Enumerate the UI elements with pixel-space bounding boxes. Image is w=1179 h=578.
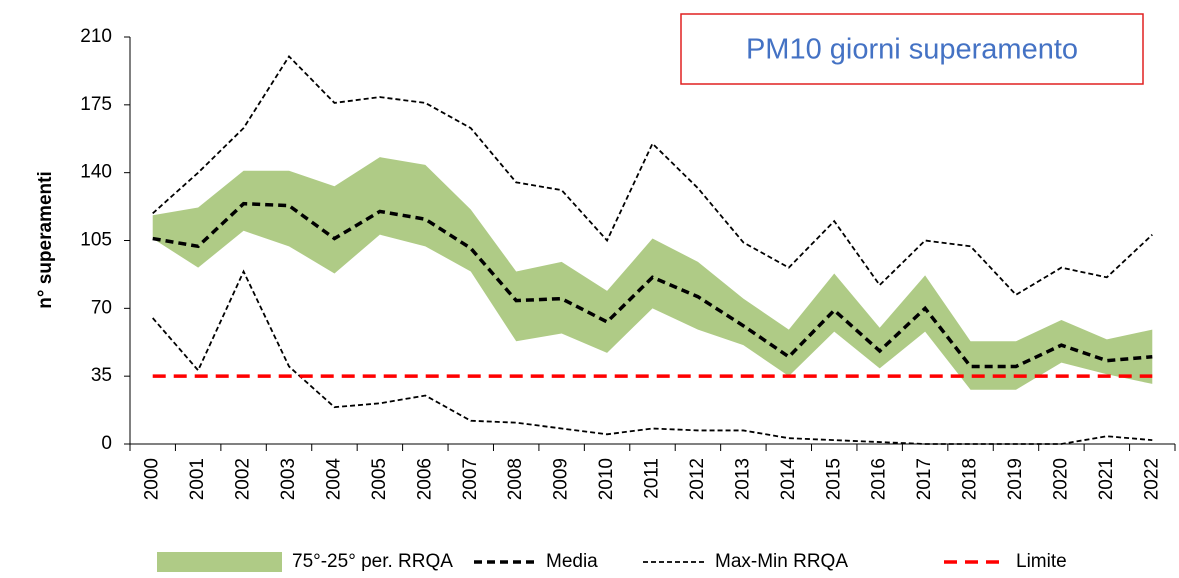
title-box bbox=[680, 13, 1144, 85]
x-tick-label: 2018 bbox=[960, 458, 981, 500]
chart-title: PM10 giorni superamento bbox=[746, 34, 1078, 66]
legend-label: Media bbox=[546, 551, 598, 572]
x-tick-label: 2012 bbox=[687, 458, 708, 500]
y-tick-label: 70 bbox=[91, 297, 112, 318]
x-tick-label: 2002 bbox=[233, 458, 254, 500]
y-tick-label: 210 bbox=[80, 26, 112, 47]
x-tick-label: 2011 bbox=[642, 458, 663, 499]
x-tick-label: 2010 bbox=[596, 458, 617, 500]
series-line bbox=[152, 54, 1153, 296]
x-tick-label: 2020 bbox=[1050, 458, 1071, 500]
series-line bbox=[152, 201, 1153, 369]
x-tick-label: 2008 bbox=[505, 458, 526, 500]
y-tick-label: 0 bbox=[101, 433, 112, 454]
x-tick-label: 2019 bbox=[1005, 458, 1026, 500]
band-area bbox=[152, 157, 1153, 390]
y-tick-label: 140 bbox=[80, 162, 112, 183]
x-tick-label: 2003 bbox=[278, 458, 299, 500]
y-tick-label: 35 bbox=[91, 365, 112, 386]
x-tick-label: 2006 bbox=[414, 458, 435, 500]
x-tick-label: 2005 bbox=[369, 458, 390, 500]
y-axis-title: n° superamenti bbox=[35, 171, 56, 308]
legend-label: Max-Min RRQA bbox=[715, 551, 848, 572]
x-tick-label: 2016 bbox=[869, 458, 890, 500]
x-tick-label: 2021 bbox=[1096, 458, 1117, 500]
x-tick-label: 2009 bbox=[551, 458, 572, 500]
x-tick-label: 2017 bbox=[914, 458, 935, 500]
x-tick-label: 2015 bbox=[823, 458, 844, 500]
x-tick-label: 2000 bbox=[142, 458, 163, 500]
x-tick-label: 2001 bbox=[187, 458, 208, 500]
legend-label: 75°-25° per. RRQA bbox=[292, 551, 453, 572]
x-tick-label: 2004 bbox=[323, 458, 344, 501]
x-tick-label: 2022 bbox=[1141, 458, 1162, 500]
legend-swatch bbox=[157, 552, 282, 572]
x-tick-label: 2007 bbox=[460, 458, 481, 500]
y-tick-label: 175 bbox=[80, 94, 112, 115]
x-tick-label: 2014 bbox=[778, 458, 799, 501]
x-tick-label: 2013 bbox=[732, 458, 753, 500]
y-tick-label: 105 bbox=[80, 230, 112, 251]
series-line-min bbox=[152, 269, 1153, 445]
legend-label: Limite bbox=[1016, 551, 1067, 572]
